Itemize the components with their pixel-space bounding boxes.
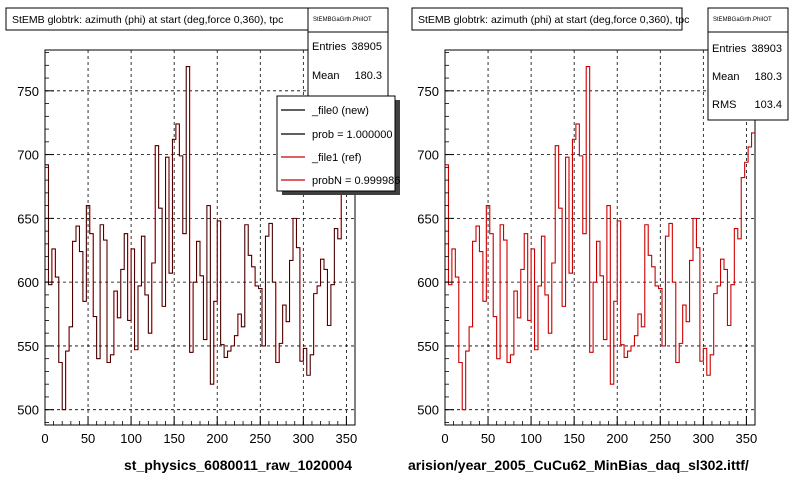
x-tick-label: 300 (292, 431, 314, 446)
y-tick-label: 500 (417, 403, 439, 418)
left-stats-mean-label: Mean (312, 70, 340, 82)
left-stats-header: StEMBGaGrth.PhiIOT (313, 17, 372, 23)
y-tick-label: 650 (17, 211, 39, 226)
right-pad: 0 50 100 150 200 250 300 350500550600650700750 … (408, 7, 789, 473)
right-stats-mean-label: Mean (712, 71, 740, 83)
x-tick-label: 0 (441, 431, 448, 446)
y-tick-label: 550 (17, 339, 39, 354)
x-tick-label: 100 (520, 431, 542, 446)
right-stats-entries-label: Entries (712, 43, 747, 55)
x-tick-label: 350 (336, 431, 358, 446)
y-tick-label: 600 (17, 275, 39, 290)
right-axes: 0 50 100 150 200 250 300 350 500 550 600 650 700 750 (417, 52, 758, 446)
x-tick-label: 300 (692, 431, 714, 446)
left-stats-mean-value: 180.3 (354, 70, 382, 82)
x-tick-label: 50 (81, 431, 95, 446)
right-stats-header: StEMBGaGrth.PhiIOT (713, 17, 772, 23)
legend-box (276, 95, 396, 192)
histogram-series-line (445, 66, 755, 411)
right-x-axis-label: arision/year_2005_CuCu62_MinBias_daq_sl3… (408, 457, 749, 473)
y-tick-label: 750 (417, 84, 439, 99)
left-pad: 0 50 100 150 200 250 300 350500550600650700750 … (5, 7, 400, 473)
y-tick-label: 700 (417, 148, 439, 163)
left-stats-entries-value: 38905 (351, 41, 382, 53)
right-histogram (445, 66, 755, 411)
left-stats-box (307, 7, 389, 99)
x-tick-label: 150 (563, 431, 585, 446)
x-tick-label: 150 (163, 431, 185, 446)
left-title: StEMB globtrk: azimuth (phi) at start (d… (12, 14, 283, 26)
y-tick-label: 750 (17, 84, 39, 99)
x-tick-label: 250 (249, 431, 271, 446)
y-tick-label: 700 (17, 148, 39, 163)
left-axes: 0 50 100 150 200 250 300 350 500 550 600 650 700 750 (17, 52, 358, 446)
left-x-axis-label: st_physics_6080011_raw_1020004 (124, 457, 352, 473)
histogram-series-line (45, 66, 355, 410)
legend-label-prob: prob = 1.000000 (312, 129, 392, 141)
legend-label-file0: _file0 (new) (311, 105, 369, 117)
left-stats-entries-label: Entries (312, 41, 347, 53)
right-stats-rms-value: 103.4 (754, 99, 782, 111)
right-title-box (411, 7, 683, 31)
x-tick-label: 250 (649, 431, 671, 446)
right-stats-entries-value: 38903 (751, 43, 782, 55)
legend-label-file1: _file1 (ref) (311, 152, 362, 164)
right-stats-box (707, 7, 789, 121)
y-tick-label: 550 (417, 339, 439, 354)
y-tick-label: 600 (417, 275, 439, 290)
right-stats-rms-label: RMS (712, 99, 736, 111)
y-tick-label: 500 (17, 403, 39, 418)
y-tick-label: 650 (417, 211, 439, 226)
left-histogram (45, 66, 355, 411)
x-tick-label: 50 (481, 431, 495, 446)
right-stats-mean-value: 180.3 (754, 71, 782, 83)
x-tick-label: 350 (736, 431, 758, 446)
x-tick-label: 200 (606, 431, 628, 446)
legend-label-probn: probN = 0.999986 (312, 175, 400, 187)
x-tick-label: 100 (120, 431, 142, 446)
x-tick-label: 0 (41, 431, 48, 446)
x-tick-label: 200 (206, 431, 228, 446)
right-title: StEMB globtrk: azimuth (phi) at start (d… (418, 14, 689, 26)
